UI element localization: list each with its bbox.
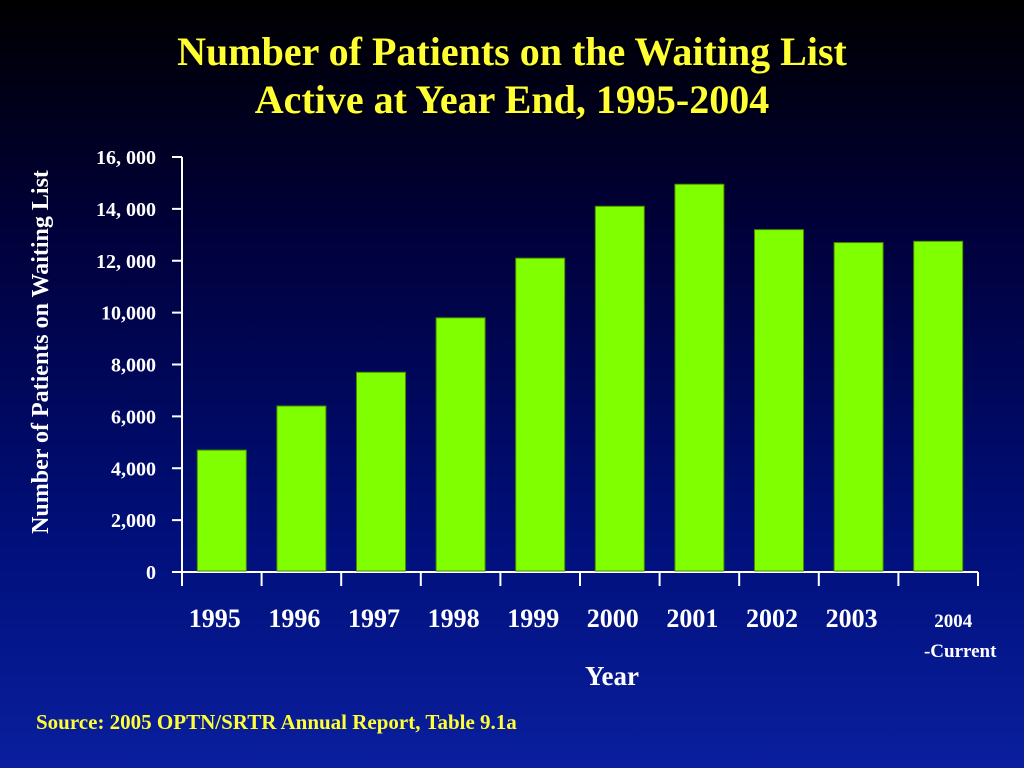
bar <box>196 449 247 572</box>
x-tick-label: 2000 <box>587 604 639 633</box>
x-tick-label: 2003 <box>826 604 878 633</box>
y-tick-label: 12, 000 <box>96 251 156 273</box>
chart-title-line-2: Active at Year End, 1995-2004 <box>254 77 770 122</box>
bar <box>515 257 566 572</box>
x-tick-label: 1997 <box>348 604 400 633</box>
bar <box>833 242 884 572</box>
x-tick-label: 1999 <box>507 604 559 633</box>
bar <box>674 183 725 572</box>
x-ticks: 1995 1996 1997 1998 1999 2000 2001 2002 2003 2004… <box>181 572 997 662</box>
y-tick-label: 14, 000 <box>96 199 156 221</box>
bar <box>594 205 645 572</box>
x-tick-label: 1995 <box>189 604 241 633</box>
bars <box>196 183 964 572</box>
x-tick-label: 1996 <box>268 604 320 633</box>
y-tick-label: 10,000 <box>101 303 156 325</box>
x-tick-label: 2004 <box>934 611 973 632</box>
x-tick-label: 1998 <box>428 604 480 633</box>
bar <box>276 405 327 572</box>
y-tick-label: 6,000 <box>111 406 156 428</box>
x-tick-label: -Current <box>924 641 997 662</box>
x-tick-label: 2001 <box>666 604 718 633</box>
y-tick-label: 0 <box>146 562 156 584</box>
y-tick-label: 16, 000 <box>96 147 156 169</box>
y-axis-label-group: Number of Patients on Waiting List <box>28 170 54 534</box>
y-axis-title: Number of Patients on Waiting List <box>28 170 54 534</box>
x-axis-title: Year <box>585 661 639 691</box>
x-axis-label-group: Year <box>585 661 639 691</box>
bar <box>754 229 804 572</box>
x-tick-label: 2002 <box>746 604 798 633</box>
chart-title-line-1: Number of Patients on the Waiting List <box>177 29 847 74</box>
y-tick-label: 2,000 <box>111 510 156 532</box>
y-ticks: 0 2,000 4,000 6,000 8,000 10,000 12, 000 14, 00… <box>96 147 182 584</box>
bar <box>356 371 406 572</box>
y-tick-label: 4,000 <box>111 458 156 480</box>
y-tick-label: 8,000 <box>111 355 156 377</box>
bar <box>435 317 486 572</box>
source-note: Source: 2005 OPTN/SRTR Annual Report, Ta… <box>36 710 517 734</box>
bar <box>913 240 964 572</box>
